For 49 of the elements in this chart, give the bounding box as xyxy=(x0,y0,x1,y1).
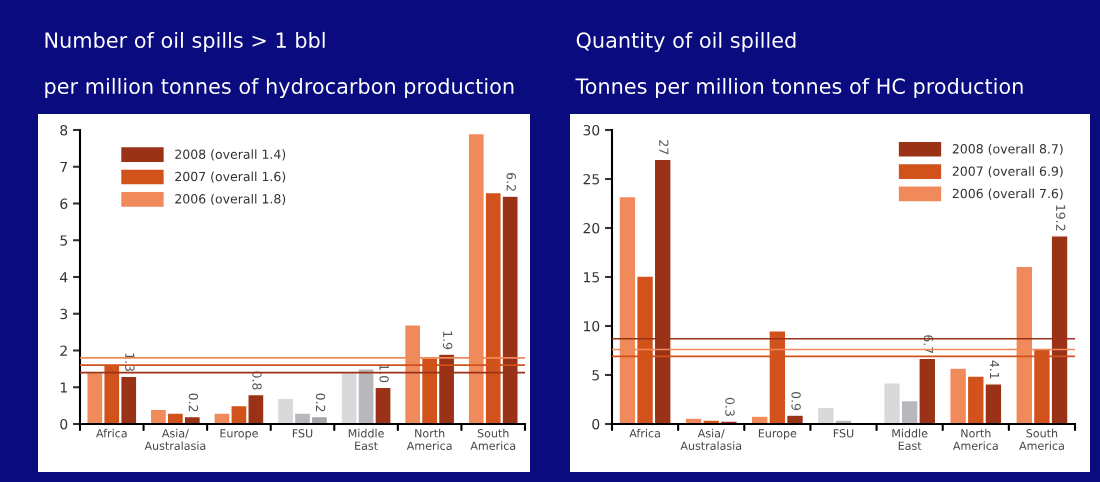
y-tick-label: 10 xyxy=(584,320,600,332)
x-tick-label: Africa xyxy=(629,428,660,438)
legend-label: 2008 (overall 1.4) xyxy=(175,149,286,161)
y-tick-label: 3 xyxy=(60,308,68,320)
y-tick-label: 7 xyxy=(60,161,68,173)
x-tick-label: Middle East xyxy=(892,428,928,450)
x-tick-label: Middle East xyxy=(348,428,384,450)
y-tick-label: 4 xyxy=(60,272,68,283)
data-label: 6.2 xyxy=(506,172,516,191)
legend-label: 2007 (overall 6.9) xyxy=(952,166,1063,178)
data-label: 19.2 xyxy=(1055,205,1066,231)
chart-subtitle: Tonnes per million tonnes of HC production xyxy=(575,77,1023,99)
y-tick-label: 0 xyxy=(60,418,68,430)
y-tick-label: 6 xyxy=(60,198,68,209)
data-label: 4.1 xyxy=(989,360,1000,379)
chart-title: Quantity of oil spilled xyxy=(576,31,796,53)
y-tick-label: 8 xyxy=(60,124,68,136)
y-tick-label: 5 xyxy=(592,370,599,381)
x-tick-label: South America xyxy=(470,428,516,450)
x-tick-label: FSU xyxy=(292,429,313,438)
x-tick-label: FSU xyxy=(833,429,854,438)
y-tick-label: 30 xyxy=(583,124,600,136)
y-tick-label: 2 xyxy=(60,345,67,356)
y-tick-label: 0 xyxy=(592,418,600,430)
x-tick-label: Asia/ Australasia xyxy=(680,428,742,450)
chart-subtitle: per million tonnes of hydrocarbon production xyxy=(45,77,514,99)
y-tick-label: 20 xyxy=(583,222,600,234)
y-tick-label: 5 xyxy=(60,235,67,246)
x-tick-label: Africa xyxy=(96,428,127,438)
data-label: 27 xyxy=(659,140,669,155)
x-tick-label: North America xyxy=(406,428,452,450)
data-label: 0.9 xyxy=(791,391,801,411)
x-tick-label: North America xyxy=(952,428,998,450)
data-label: 1.9 xyxy=(442,331,453,350)
x-tick-label: South America xyxy=(1019,428,1064,450)
x-tick-label: Europe xyxy=(758,429,797,440)
legend-label: 2006 (overall 7.6) xyxy=(952,188,1063,200)
y-tick-label: 1 xyxy=(60,382,67,393)
legend-label: 2007 (overall 1.6) xyxy=(175,171,286,183)
y-tick-label: 25 xyxy=(583,173,599,185)
legend-label: 2006 (overall 1.8) xyxy=(175,193,286,206)
legend-label: 2008 (overall 8.7) xyxy=(952,143,1063,156)
data-label: 0.2 xyxy=(188,393,199,412)
chart-title: Number of oil spills > 1 bbl xyxy=(45,31,325,53)
x-tick-label: Europe xyxy=(220,429,258,440)
x-tick-label: Asia/ Australasia xyxy=(144,428,206,450)
data-label: 0.3 xyxy=(725,397,735,416)
y-tick-label: 15 xyxy=(584,272,599,283)
data-label: 0.2 xyxy=(315,393,326,412)
